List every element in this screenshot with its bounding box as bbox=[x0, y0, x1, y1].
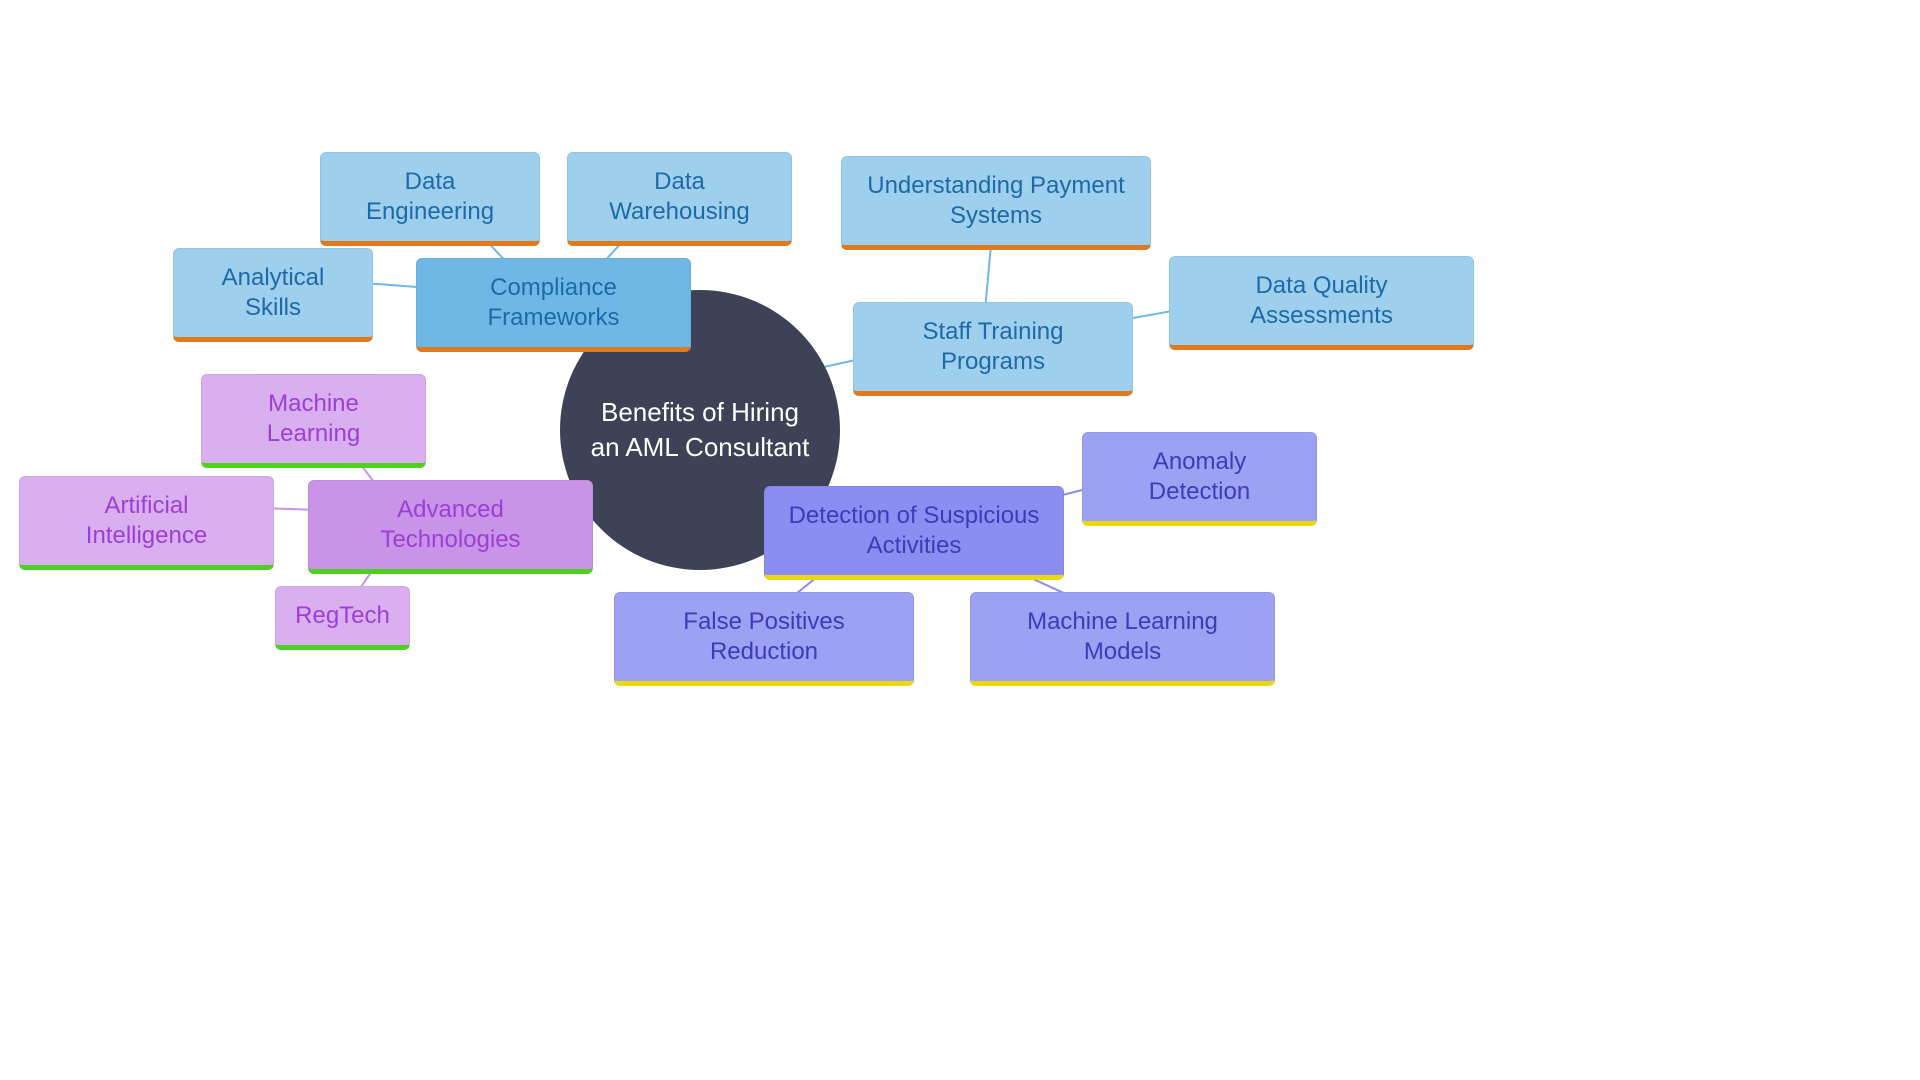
branch-compliance: Compliance Frameworks bbox=[416, 258, 691, 352]
leaf-anomaly: Anomaly Detection bbox=[1082, 432, 1317, 526]
node-label: Data Quality Assessments bbox=[1192, 271, 1451, 331]
node-label: Advanced Technologies bbox=[331, 495, 570, 555]
leaf-ml: Machine Learning bbox=[201, 374, 426, 468]
node-label: False Positives Reduction bbox=[637, 607, 891, 667]
leaf-false-pos: False Positives Reduction bbox=[614, 592, 914, 686]
leaf-analytical: Analytical Skills bbox=[173, 248, 373, 342]
leaf-data-eng: Data Engineering bbox=[320, 152, 540, 246]
branch-detection: Detection of Suspicious Activities bbox=[764, 486, 1064, 580]
node-label: Staff Training Programs bbox=[876, 317, 1110, 377]
node-label: Data Engineering bbox=[343, 167, 517, 227]
node-label: Anomaly Detection bbox=[1105, 447, 1294, 507]
leaf-ml-models: Machine Learning Models bbox=[970, 592, 1275, 686]
node-label: Machine Learning bbox=[224, 389, 403, 449]
leaf-regtech: RegTech bbox=[275, 586, 410, 650]
node-label: Detection of Suspicious Activities bbox=[787, 501, 1041, 561]
leaf-payment: Understanding Payment Systems bbox=[841, 156, 1151, 250]
branch-staff: Staff Training Programs bbox=[853, 302, 1133, 396]
node-label: RegTech bbox=[295, 601, 390, 631]
leaf-data-wh: Data Warehousing bbox=[567, 152, 792, 246]
node-label: Understanding Payment Systems bbox=[864, 171, 1128, 231]
node-label: Artificial Intelligence bbox=[42, 491, 251, 551]
node-label: Machine Learning Models bbox=[993, 607, 1252, 667]
node-label: Data Warehousing bbox=[590, 167, 769, 227]
node-label: Analytical Skills bbox=[196, 263, 350, 323]
mindmap-canvas: Benefits of Hiring an AML Consultant Comp… bbox=[0, 0, 1920, 1080]
branch-advanced: Advanced Technologies bbox=[308, 480, 593, 574]
leaf-data-quality: Data Quality Assessments bbox=[1169, 256, 1474, 350]
node-label: Compliance Frameworks bbox=[439, 273, 668, 333]
center-label: Benefits of Hiring an AML Consultant bbox=[590, 395, 810, 465]
leaf-ai: Artificial Intelligence bbox=[19, 476, 274, 570]
